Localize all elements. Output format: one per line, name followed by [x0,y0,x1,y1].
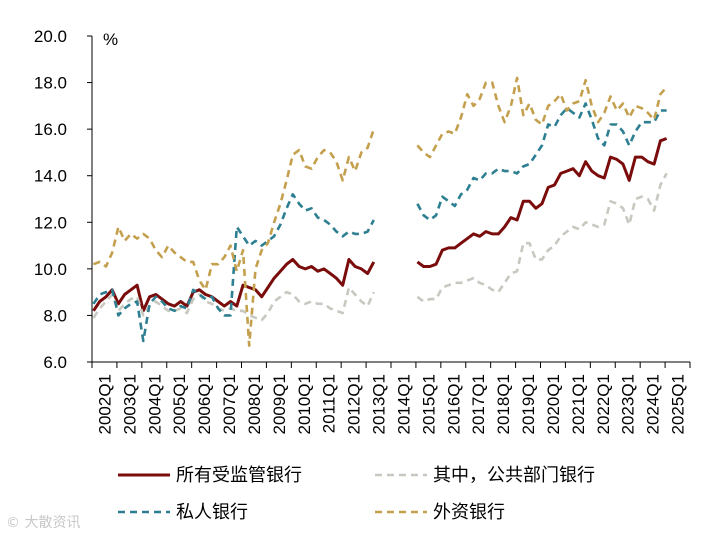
x-tick-label: 2016Q1 [444,374,463,435]
series-line [416,102,667,222]
x-tick-label: 2003Q1 [120,374,139,435]
y-tick-label: 6.0 [43,353,67,372]
x-tick-label: 2007Q1 [220,374,239,435]
x-tick-label: 2009Q1 [270,374,289,435]
series-0 [92,137,668,313]
series-line [92,193,375,343]
series-line [416,172,668,303]
y-axis-unit: % [103,30,118,49]
x-tick-label: 2010Q1 [295,374,314,435]
series-layer [92,76,668,347]
x-tick-label: 2008Q1 [245,374,264,435]
series-2 [92,102,667,343]
legend-item: 其中，公共部门银行 [375,465,595,485]
series-line [416,137,668,268]
watermark: © 大散资讯 [6,515,81,531]
series-1 [92,172,668,322]
legend-label: 外资银行 [433,502,505,522]
series-line [92,258,376,313]
x-tick-label: 2012Q1 [345,374,364,435]
x-tick-label: 2004Q1 [145,374,164,435]
x-tick-label: 2005Q1 [170,374,189,435]
x-tick-label: 2017Q1 [469,374,488,435]
x-tick-label: 2018Q1 [494,374,513,435]
y-tick-label: 12.0 [34,213,67,232]
x-tick-label: 2025Q1 [669,374,688,435]
y-tick-label: 8.0 [43,306,67,325]
y-tick-label: 10.0 [34,260,67,279]
y-tick-label: 20.0 [34,27,67,46]
axes: 6.0 8.0 10.0 12.0 14.0 16.0 18.0 20.0 % 2002Q1 200… [34,27,691,435]
legend-label: 其中，公共部门银行 [433,465,595,485]
x-tick-label: 2022Q1 [594,374,613,435]
x-tick-label: 2015Q1 [419,374,438,435]
y-tick-label: 18.0 [34,74,67,93]
x-tick-label: 2019Q1 [519,374,538,435]
series-3 [93,76,668,347]
y-tick-label: 16.0 [34,120,67,139]
x-tick-label: 2006Q1 [195,374,214,435]
x-tick-label: 2013Q1 [370,374,389,435]
legend-label: 所有受监管银行 [176,465,302,485]
x-tick-label: 2011Q1 [320,374,339,433]
legend-item: 所有受监管银行 [118,465,302,485]
series-line [92,286,375,322]
x-tick-label: 2024Q1 [644,374,663,435]
legend-item: 外资银行 [375,502,505,522]
x-tick-label: 2014Q1 [394,374,413,435]
x-tick-label: 2002Q1 [95,374,114,435]
x-tick-label: 2021Q1 [569,374,588,435]
y-tick-label: 14.0 [34,167,67,186]
legend-item: 私人银行 [118,502,248,522]
x-tick-label: 2020Q1 [544,374,563,435]
series-line [93,128,376,347]
legend-label: 私人银行 [176,502,248,522]
x-tick-label: 2023Q1 [619,374,638,435]
